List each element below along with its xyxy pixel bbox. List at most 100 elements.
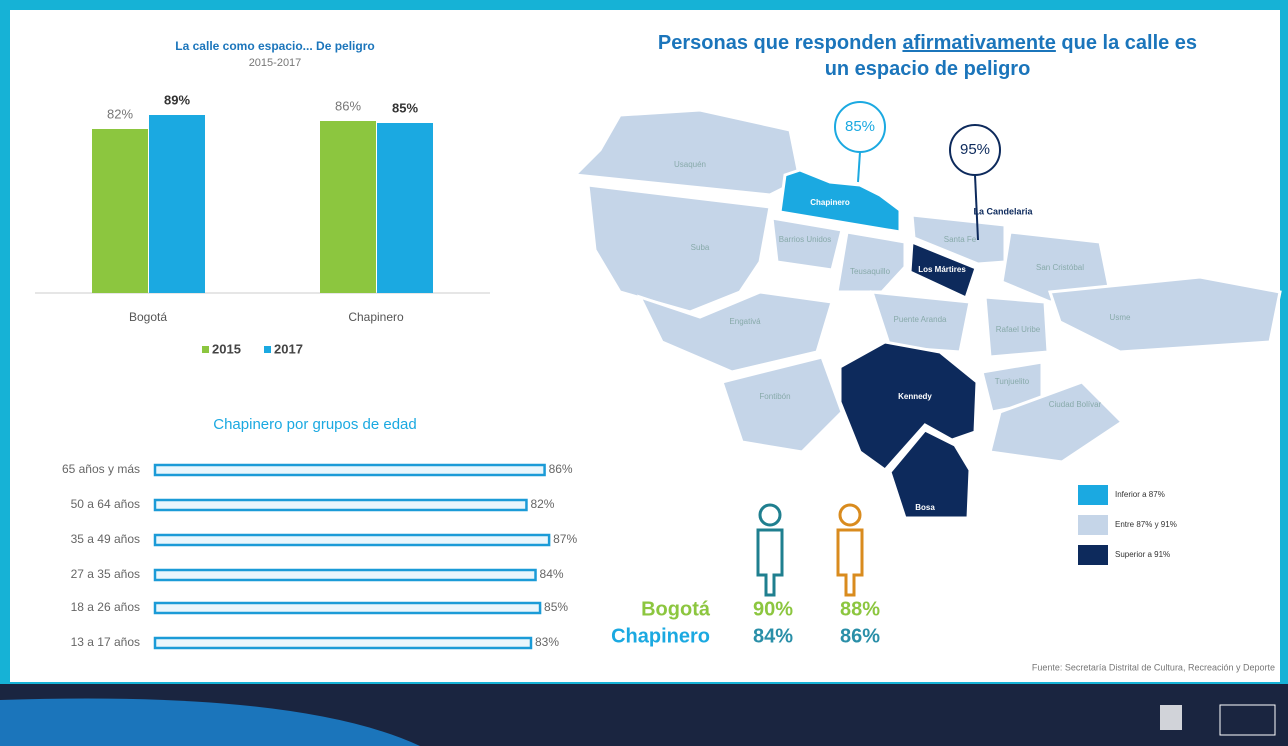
y-tick-label: 18 a 26 años — [71, 600, 140, 614]
icon-head — [838, 503, 862, 527]
locality-label: Puente Aranda — [894, 315, 947, 324]
logo — [1160, 705, 1182, 730]
locality-label: Santa Fe — [944, 235, 977, 244]
value-label: 86% — [335, 98, 361, 113]
value-label: 83% — [535, 635, 559, 649]
logo — [1219, 704, 1276, 736]
bar — [153, 498, 528, 512]
y-tick-label: 35 a 49 años — [71, 532, 140, 546]
female-value: 84% — [753, 625, 793, 647]
bar — [92, 129, 148, 293]
callout-label: 85% — [845, 118, 875, 135]
locality — [835, 230, 907, 294]
bar — [149, 115, 205, 293]
legend-swatch — [1078, 545, 1108, 565]
bar — [153, 533, 551, 547]
legend-label: Inferior a 87% — [1115, 490, 1165, 499]
locality — [1047, 275, 1282, 354]
locality-label: Engativá — [729, 317, 761, 326]
bar — [153, 601, 542, 615]
y-tick-label: 65 años y más — [62, 462, 140, 476]
locality-label: Usaquén — [674, 160, 706, 169]
locality-label: Los Mártires — [918, 265, 966, 274]
source: Fuente: Secretaría Distrital de Cultura,… — [1032, 662, 1275, 672]
locality — [838, 340, 979, 473]
male-value: 88% — [840, 598, 880, 620]
locality-label: Fontibón — [759, 392, 790, 401]
locality — [908, 239, 978, 301]
value-label: 85% — [544, 600, 568, 614]
chart-title: Chapinero por grupos de edad — [213, 416, 416, 433]
callout-locality: La Candelaria — [973, 206, 1033, 216]
value-label: 82% — [530, 497, 554, 511]
y-tick-label: 13 a 17 años — [71, 635, 140, 649]
value-label: 89% — [164, 92, 190, 107]
x-tick-label: Bogotá — [129, 310, 167, 324]
legend-swatch — [1078, 515, 1108, 535]
value-label: 84% — [540, 567, 564, 581]
locality-label: Tunjuelito — [995, 377, 1030, 386]
locality — [586, 183, 772, 314]
female-value: 90% — [753, 598, 793, 620]
legend-label: 2017 — [274, 341, 303, 356]
icon-body — [756, 528, 784, 597]
locality-label: Bosa — [915, 503, 935, 512]
value-label: 85% — [392, 100, 418, 115]
locality-label: Suba — [691, 243, 710, 252]
locality — [888, 428, 972, 520]
bar — [153, 636, 533, 650]
locality — [983, 295, 1050, 359]
value-label: 82% — [107, 106, 133, 121]
locality — [720, 355, 844, 454]
title-part: afirmativamente — [902, 32, 1056, 54]
legend-swatch — [264, 346, 271, 353]
value-label: 86% — [549, 462, 573, 476]
locality — [637, 290, 834, 374]
locality — [571, 108, 802, 197]
male-value: 86% — [840, 625, 880, 647]
locality-label: Chapinero — [810, 198, 850, 207]
legend-swatch — [1078, 485, 1108, 505]
locality-label: Kennedy — [898, 392, 932, 401]
locality — [910, 213, 1007, 266]
footer-wave — [0, 698, 420, 746]
chart-title: La calle como espacio... De peligro — [175, 39, 374, 53]
locality-label: Usme — [1110, 313, 1131, 322]
y-tick-label: 27 a 35 años — [71, 567, 140, 581]
callout-line — [857, 151, 861, 183]
bar — [153, 568, 537, 582]
locality-label: Rafael Uribe — [996, 325, 1041, 334]
title-part: Personas que responden — [657, 32, 897, 54]
x-tick-label: Chapinero — [348, 310, 404, 324]
locality — [778, 168, 902, 234]
row-label: Chapinero — [611, 625, 710, 647]
locality-label: Barrios Unidos — [779, 235, 831, 244]
locality-label: San Cristóbal — [1036, 263, 1084, 272]
legend-label: Superior a 91% — [1115, 550, 1170, 559]
chart-subtitle: 2015-2017 — [249, 57, 302, 69]
callout-label: 95% — [960, 141, 990, 158]
legend-label: Entre 87% y 91% — [1115, 520, 1177, 529]
locality-label: Ciudad Bolívar — [1049, 400, 1102, 409]
callout-line — [974, 174, 979, 241]
value-label: 87% — [553, 532, 577, 546]
title-part: que la calle es — [1061, 32, 1198, 54]
icon-head — [758, 503, 782, 527]
locality — [869, 290, 972, 354]
bar — [153, 463, 546, 477]
title-part: un espacio de peligro — [824, 58, 1031, 80]
row-label: Bogotá — [641, 598, 711, 620]
callout-circle — [834, 101, 886, 153]
legend-label: 2015 — [212, 341, 241, 356]
icon-body — [836, 528, 864, 597]
bar — [320, 121, 376, 293]
locality — [770, 216, 844, 272]
bar — [377, 123, 433, 293]
callout-circle — [949, 124, 1001, 176]
locality — [988, 380, 1125, 464]
y-tick-label: 50 a 64 años — [71, 497, 140, 511]
map-title: Personas que responden afirmativamente q… — [570, 30, 1285, 82]
locality-label: Teusaquillo — [850, 267, 891, 276]
